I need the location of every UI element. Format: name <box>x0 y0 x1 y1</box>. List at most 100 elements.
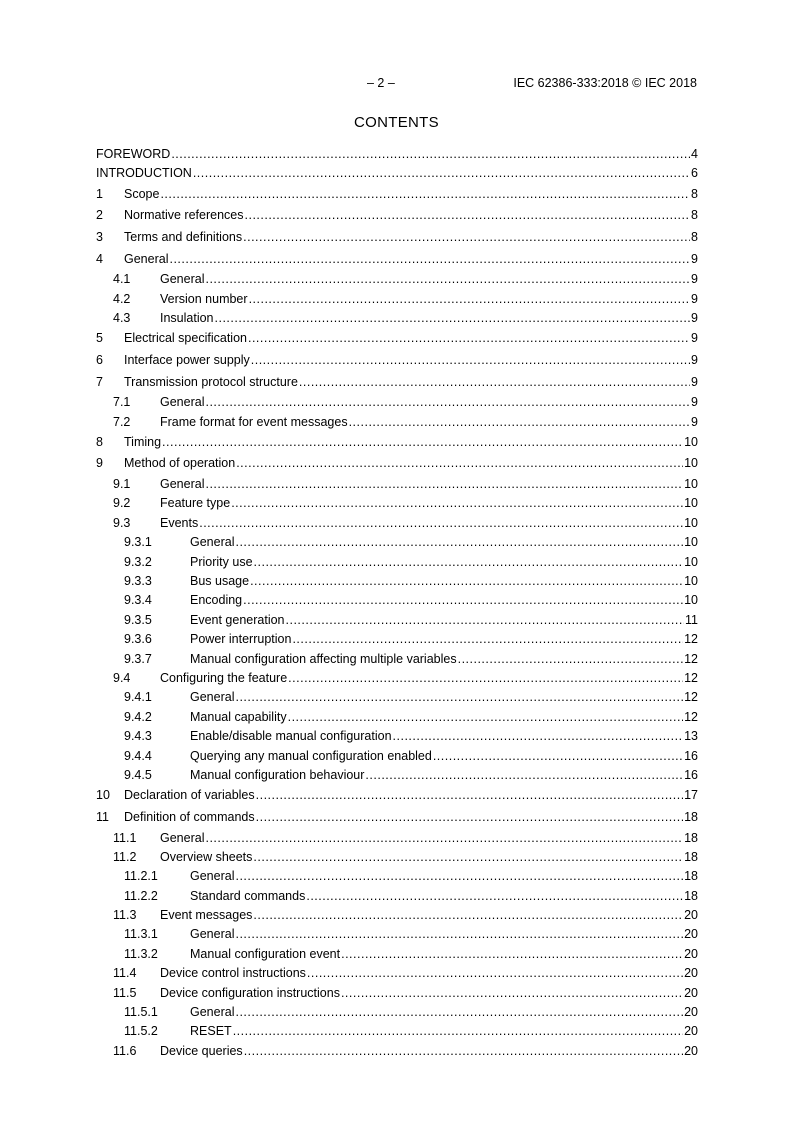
toc-entry-title: Events <box>160 515 199 530</box>
toc-entry[interactable]: 9.3.7 Manual configuration affecting mult… <box>96 650 698 669</box>
toc-entry[interactable]: 9.3.3 Bus usage 10 <box>96 572 698 591</box>
dot-leader <box>341 945 683 964</box>
toc-entry-title: INTRODUCTION <box>96 166 192 181</box>
toc-entry-page: 9 <box>691 272 698 287</box>
toc-entry-page: 20 <box>684 985 698 1000</box>
toc-entry[interactable]: 11.3 Event messages 20 <box>96 906 698 925</box>
dot-leader <box>365 766 683 785</box>
toc-entry[interactable]: 9.4.4 Querying any manual configuration e… <box>96 747 698 766</box>
toc-entry[interactable]: 11.2.2 Standard commands 18 <box>96 887 698 906</box>
toc-entry-title: FOREWORD <box>96 147 171 161</box>
dot-leader <box>162 432 683 454</box>
dot-leader <box>243 227 690 249</box>
toc-entry-page: 18 <box>684 888 698 903</box>
toc-entry-title: Manual capability <box>190 709 287 724</box>
toc-entry[interactable]: FOREWORD 4 <box>96 145 698 164</box>
toc-entry[interactable]: 9.4.3 Enable/disable manual configuration… <box>96 727 698 746</box>
toc-entry[interactable]: 11.2.1 General 18 <box>96 867 698 886</box>
toc-entry[interactable]: 11.4 Device control instructions 20 <box>96 964 698 983</box>
toc-entry-number: 6 <box>96 352 103 367</box>
toc-entry[interactable]: 9.2 Feature type 10 <box>96 494 698 513</box>
toc-entry[interactable]: 7 Transmission protocol structure 9 <box>96 372 698 394</box>
toc-entry-page: 12 <box>684 709 698 724</box>
toc-entry[interactable]: 2 Normative references 8 <box>96 205 698 227</box>
toc-entry[interactable]: 11.1 General 18 <box>96 829 698 848</box>
dot-leader <box>248 328 690 350</box>
toc-entry-page: 20 <box>684 908 698 923</box>
toc-entry-title: Manual configuration affecting multiple … <box>190 651 457 666</box>
toc-entry-title: Normative references <box>124 208 244 223</box>
toc-entry[interactable]: 7.1 General 9 <box>96 393 698 412</box>
dot-leader <box>235 867 683 886</box>
toc-entry-page: 20 <box>684 1005 698 1020</box>
toc-entry-number: 7 <box>96 374 103 389</box>
toc-entry[interactable]: 11.5 Device configuration instructions 20 <box>96 984 698 1003</box>
toc-entry[interactable]: INTRODUCTION 6 <box>96 164 698 183</box>
toc-entry[interactable]: 9.3.5 Event generation 11 <box>96 611 698 630</box>
toc-entry-title: General <box>124 251 169 266</box>
toc-entry[interactable]: 4.2 Version number 9 <box>96 290 698 309</box>
toc-entry-title: General <box>160 830 205 845</box>
toc-entry-title: Standard commands <box>190 888 306 903</box>
toc-entry-number: 11.2 <box>113 849 137 864</box>
toc-entry-page: 16 <box>684 767 698 782</box>
toc-entry-page: 10 <box>684 456 698 471</box>
toc-entry[interactable]: 11.3.1 General 20 <box>96 925 698 944</box>
toc-entry[interactable]: 4.1 General 9 <box>96 270 698 289</box>
toc-entry[interactable]: 11.5.2 RESET 20 <box>96 1022 698 1041</box>
toc-entry-page: 16 <box>684 748 698 763</box>
dot-leader <box>349 413 690 432</box>
dot-leader <box>256 807 683 829</box>
toc-entry[interactable]: 9.4.2 Manual capability 12 <box>96 708 698 727</box>
toc-entry-title: Encoding <box>190 593 243 608</box>
dot-leader <box>433 747 683 766</box>
toc-entry-number: 11.2.2 <box>124 888 158 903</box>
toc-entry[interactable]: 7.2 Frame format for event messages 9 <box>96 413 698 432</box>
toc-entry[interactable]: 4.3 Insulation 9 <box>96 309 698 328</box>
dot-leader <box>288 708 684 727</box>
toc-entry-number: 9.1 <box>113 477 131 492</box>
toc-entry[interactable]: 11.6 Device queries 20 <box>96 1042 698 1061</box>
toc-entry-number: 5 <box>96 331 103 346</box>
toc-entry[interactable]: 9.3.1 General 10 <box>96 533 698 552</box>
toc-entry[interactable]: 9.4.1 General 12 <box>96 688 698 707</box>
toc-entry[interactable]: 5 Electrical specification 9 <box>96 328 698 350</box>
page-number: – 2 – <box>367 76 395 90</box>
dot-leader <box>253 848 683 867</box>
toc-entry[interactable]: 6 Interface power supply 9 <box>96 350 698 372</box>
dot-leader <box>231 494 683 513</box>
toc-entry[interactable]: 9.4.5 Manual configuration behaviour 16 <box>96 766 698 785</box>
toc-entry[interactable]: 10 Declaration of variables 17 <box>96 785 698 807</box>
toc-entry-title: General <box>190 1005 235 1020</box>
toc-entry-page: 20 <box>684 946 698 961</box>
dot-leader <box>253 906 683 925</box>
dot-leader <box>160 184 690 206</box>
toc-entry-number: 11.3.1 <box>124 927 158 942</box>
toc-entry-number: 4 <box>96 251 103 266</box>
toc-entry[interactable]: 9.3.6 Power interruption 12 <box>96 630 698 649</box>
toc-entry[interactable]: 11.5.1 General 20 <box>96 1003 698 1022</box>
toc-entry[interactable]: 11.3.2 Manual configuration event 20 <box>96 945 698 964</box>
dot-leader <box>205 829 683 848</box>
toc-entry-page: 10 <box>684 434 698 449</box>
toc-entry-title: Frame format for event messages <box>160 414 348 429</box>
dot-leader <box>306 887 683 906</box>
toc-entry[interactable]: 11 Definition of commands 18 <box>96 807 698 829</box>
toc-entry[interactable]: 9.1 General 10 <box>96 475 698 494</box>
dot-leader <box>235 533 683 552</box>
toc-entry-title: Device control instructions <box>160 966 306 981</box>
toc-entry[interactable]: 9.3.4 Encoding 10 <box>96 591 698 610</box>
toc-entry[interactable]: 9.3 Events 10 <box>96 514 698 533</box>
toc-entry[interactable]: 9.4 Configuring the feature 12 <box>96 669 698 688</box>
toc-entry-number: 9 <box>96 456 103 471</box>
toc-entry[interactable]: 4 General 9 <box>96 249 698 271</box>
toc-entry[interactable]: 9 Method of operation 10 <box>96 453 698 475</box>
toc-entry[interactable]: 1 Scope 8 <box>96 184 698 206</box>
toc-entry[interactable]: 8 Timing 10 <box>96 432 698 454</box>
toc-entry-title: General <box>190 869 235 884</box>
toc-entry[interactable]: 9.3.2 Priority use 10 <box>96 553 698 572</box>
toc-entry[interactable]: 11.2 Overview sheets 18 <box>96 848 698 867</box>
toc-entry-title: Transmission protocol structure <box>124 374 298 389</box>
toc-entry[interactable]: 3 Terms and definitions 8 <box>96 227 698 249</box>
toc-entry-page: 9 <box>691 310 698 325</box>
